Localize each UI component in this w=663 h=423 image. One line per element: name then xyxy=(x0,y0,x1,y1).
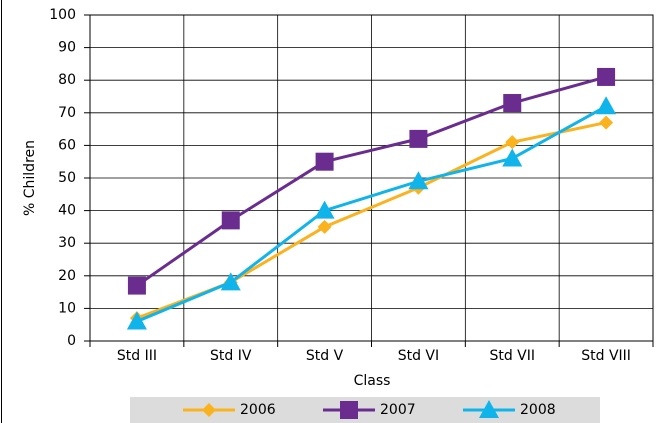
y-axis-label: % Children xyxy=(22,140,38,216)
marker xyxy=(315,152,334,171)
legend-label: 2007 xyxy=(380,402,416,418)
legend-marker xyxy=(340,401,358,419)
y-tick-label: 60 xyxy=(58,137,76,153)
x-tick-label: Std III xyxy=(117,348,157,364)
y-tick-label: 100 xyxy=(49,7,76,23)
marker xyxy=(408,171,429,190)
y-tick-label: 70 xyxy=(58,105,76,121)
x-tick-label: Std IV xyxy=(210,348,252,364)
marker xyxy=(502,148,523,167)
y-tick-label: 40 xyxy=(58,203,76,219)
y-tick-label: 10 xyxy=(58,300,76,316)
y-tick-label: 90 xyxy=(58,40,76,56)
y-tick-label: 50 xyxy=(58,170,76,186)
series-line xyxy=(136,75,607,287)
marker xyxy=(409,129,428,148)
marker xyxy=(126,311,147,330)
y-tick-label: 0 xyxy=(67,333,76,349)
marker xyxy=(596,96,617,115)
marker xyxy=(221,211,240,230)
plot-frame xyxy=(89,14,654,342)
legend-marker xyxy=(202,403,216,417)
x-axis-label: Class xyxy=(354,373,391,389)
marker xyxy=(597,67,616,86)
y-tick-label: 20 xyxy=(58,268,76,284)
marker xyxy=(314,200,335,219)
legend-label: 2008 xyxy=(520,402,556,418)
marker xyxy=(505,135,520,150)
marker xyxy=(220,272,241,291)
legend-label: 2006 xyxy=(240,402,276,418)
x-tick-label: Std V xyxy=(306,348,344,364)
y-tick-label: 80 xyxy=(58,72,76,88)
marker xyxy=(503,94,522,113)
x-tick-label: Std VI xyxy=(398,348,439,364)
x-tick-label: Std VII xyxy=(489,348,535,364)
y-tick-label: 30 xyxy=(58,235,76,251)
marker xyxy=(599,115,614,130)
x-tick-label: Std VIII xyxy=(581,348,631,364)
marker xyxy=(317,219,332,234)
series-line xyxy=(136,104,607,323)
legend-marker xyxy=(479,400,499,418)
marker xyxy=(127,276,146,295)
